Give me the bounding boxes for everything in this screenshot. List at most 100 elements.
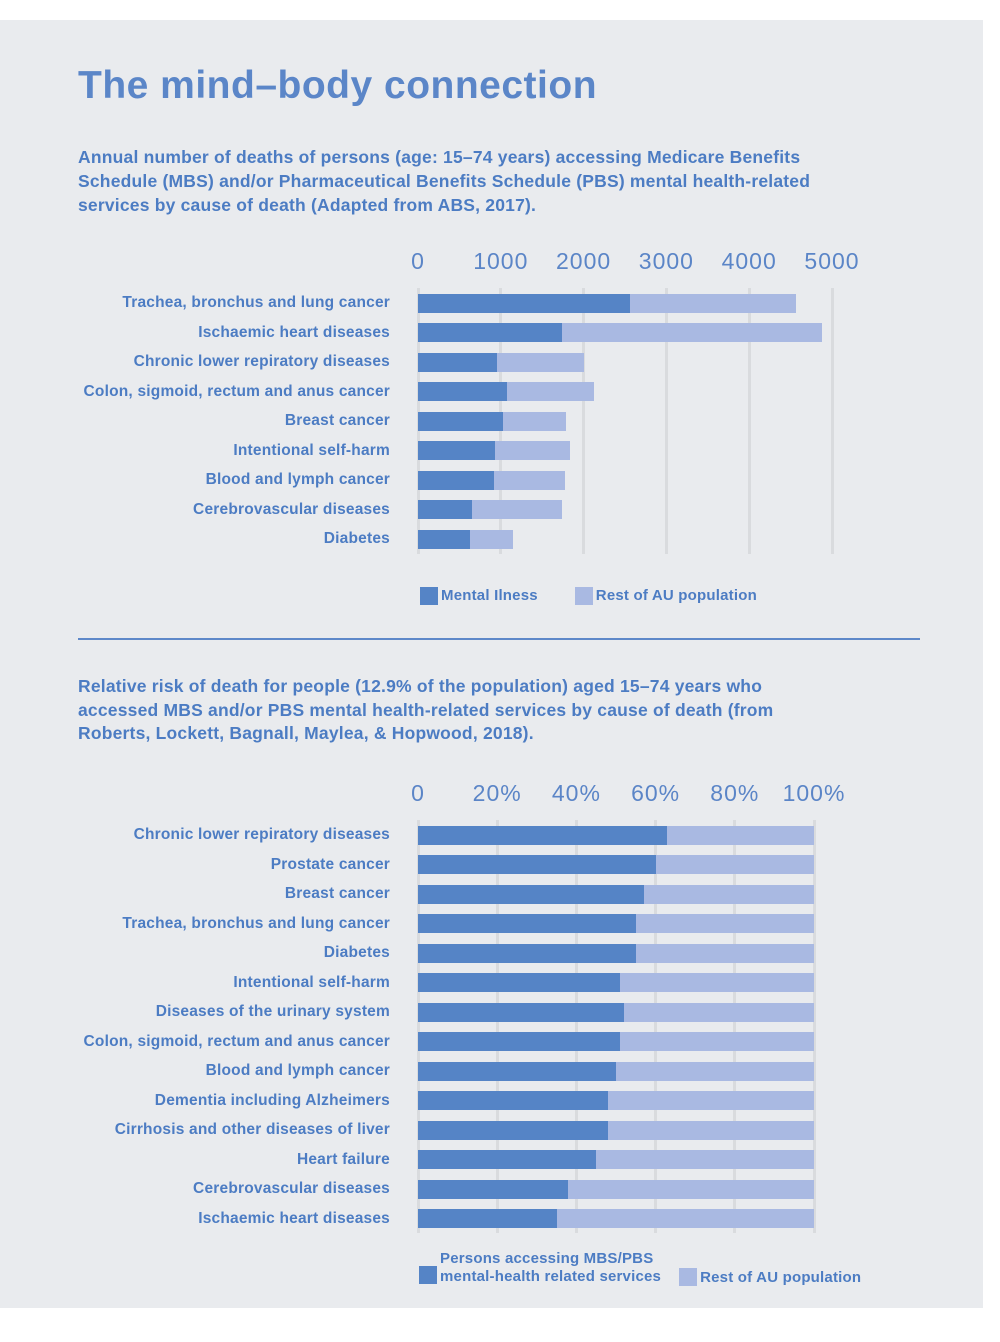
chart-1-x-axis: 0 1000 2000 3000 4000 5000 <box>411 247 858 275</box>
relative-risk-chart: 0 20% 40% 60% 80% 100% Chronic lower repirato… <box>78 779 983 1234</box>
category-label: Dementia including Alzheimers <box>154 1091 390 1109</box>
bar-track <box>418 382 832 402</box>
infographic-panel: The mind–body connection Annual number o… <box>0 20 983 1308</box>
bar-track <box>418 1150 814 1170</box>
x-axis-tick-label: 40% <box>551 780 601 807</box>
page-title: The mind–body connection <box>78 64 598 107</box>
x-axis-tick-label: 4000 <box>721 248 777 275</box>
bar-segment-primary <box>418 973 620 993</box>
chart-2-plot-area: Chronic lower repiratory diseases Prostat… <box>78 820 983 1234</box>
legend-label: Rest of AU population <box>700 1268 862 1286</box>
gridline <box>582 288 586 554</box>
legend-item-rest-of-au: Rest of AU population <box>679 1268 862 1287</box>
bar-segment-rest <box>493 470 565 490</box>
bar-track <box>418 1091 814 1111</box>
chart-1-plot-area: Trachea, bronchus and lung cancer Ischaem… <box>78 288 983 554</box>
bar-segment-primary <box>418 500 472 520</box>
legend-item-rest-of-au: Rest of AU population <box>574 586 757 605</box>
gridline <box>574 820 578 1234</box>
bar-segment-primary <box>418 352 498 372</box>
bar-track <box>418 470 832 490</box>
bar-segment-rest <box>655 855 814 875</box>
chart-row: Ischaemic heart diseases <box>78 318 983 348</box>
chart-row: Colon, sigmoid, rectum and anus cancer <box>78 377 983 407</box>
gridline <box>812 820 816 1234</box>
mental-illness-swatch-icon <box>420 586 438 605</box>
bar-track <box>418 1002 814 1022</box>
bar-track <box>418 529 832 549</box>
chart-row: Breast cancer <box>78 879 983 909</box>
bar-segment-rest <box>497 352 584 372</box>
bar-segment-primary <box>418 323 563 343</box>
category-label: Blood and lymph cancer <box>205 471 390 489</box>
bar-segment-primary <box>418 855 656 875</box>
category-label: Colon, sigmoid, rectum and anus cancer <box>83 382 390 400</box>
chart-2-description: Relative risk of death for people (12.9%… <box>78 675 774 744</box>
category-label: Breast cancer <box>284 885 390 903</box>
chart-row: Colon, sigmoid, rectum and anus cancer <box>78 1027 983 1057</box>
legend-label-line-2: mental-health related services <box>440 1268 662 1286</box>
bar-track <box>418 1032 814 1052</box>
x-axis-tick-label: 60% <box>631 780 681 807</box>
x-axis-tick-label: 1000 <box>473 248 529 275</box>
category-label: Intentional self-harm <box>233 973 390 991</box>
bar-segment-primary <box>418 1032 620 1052</box>
bar-track <box>418 914 814 934</box>
bar-segment-primary <box>418 1209 557 1229</box>
bar-track <box>418 943 814 963</box>
legend-label: Persons accessing MBS/PBS mental-health … <box>440 1250 661 1286</box>
bar-segment-primary <box>418 1120 609 1140</box>
chart-row: Cirrhosis and other diseases of liver <box>78 1115 983 1145</box>
bar-track <box>418 1120 814 1140</box>
chart-row: Cerebrovascular diseases <box>78 1174 983 1204</box>
bar-track <box>418 441 832 461</box>
bar-segment-rest <box>596 1150 814 1170</box>
x-axis-tick-label: 3000 <box>638 248 694 275</box>
bar-segment-primary <box>418 1061 616 1081</box>
bar-track <box>418 884 814 904</box>
bar-track <box>418 1209 814 1229</box>
category-label: Colon, sigmoid, rectum and anus cancer <box>83 1032 390 1050</box>
category-label: Blood and lymph cancer <box>205 1062 390 1080</box>
bar-segment-rest <box>470 529 514 549</box>
category-label: Diseases of the urinary system <box>155 1003 390 1021</box>
chart-row: Ischaemic heart diseases <box>78 1204 983 1234</box>
x-axis-tick-label: 0 <box>411 780 425 807</box>
bar-segment-primary <box>418 884 644 904</box>
bar-segment-rest <box>616 1061 814 1081</box>
rest-of-au-swatch-icon <box>679 1268 698 1287</box>
chart-row: Chronic lower repiratory diseases <box>78 820 983 850</box>
chart-2-gridlines <box>416 820 816 1234</box>
chart-row: Trachea, bronchus and lung cancer <box>78 909 983 939</box>
deaths-by-cause-chart: 0 1000 2000 3000 4000 5000 Trachea, bronchus … <box>78 247 983 554</box>
bar-segment-rest <box>562 323 823 343</box>
bar-segment-rest <box>635 943 814 963</box>
category-label: Prostate cancer <box>270 855 390 873</box>
chart-row: Blood and lymph cancer <box>78 1056 983 1086</box>
chart-row: Heart failure <box>78 1145 983 1175</box>
bar-segment-primary <box>418 1150 597 1170</box>
chart-row: Prostate cancer <box>78 850 983 880</box>
chart-row: Diabetes <box>78 524 983 554</box>
gridline <box>416 820 420 1234</box>
category-label: Trachea, bronchus and lung cancer <box>122 294 390 312</box>
x-axis-tick-label: 80% <box>710 780 760 807</box>
bar-segment-rest <box>556 1209 814 1229</box>
x-axis-tick-label: 0 <box>411 248 425 275</box>
gridline <box>664 288 668 554</box>
bar-segment-primary <box>418 293 630 313</box>
category-label: Chronic lower repiratory diseases <box>133 826 390 844</box>
bar-segment-primary <box>418 1002 624 1022</box>
section-divider <box>78 637 920 640</box>
chart-row: Cerebrovascular diseases <box>78 495 983 525</box>
category-label: Cerebrovascular diseases <box>193 1180 390 1198</box>
category-label: Trachea, bronchus and lung cancer <box>122 914 390 932</box>
chart-1-legend: Mental Ilness Rest of AU population <box>420 586 983 605</box>
bar-segment-rest <box>608 1120 814 1140</box>
bar-segment-primary <box>418 470 494 490</box>
bar-segment-rest <box>635 914 814 934</box>
category-label: Diabetes <box>323 944 390 962</box>
chart-row: Trachea, bronchus and lung cancer <box>78 288 983 318</box>
bar-track <box>418 411 832 431</box>
legend-item-persons-accessing: Persons accessing MBS/PBS mental-health … <box>419 1250 661 1286</box>
